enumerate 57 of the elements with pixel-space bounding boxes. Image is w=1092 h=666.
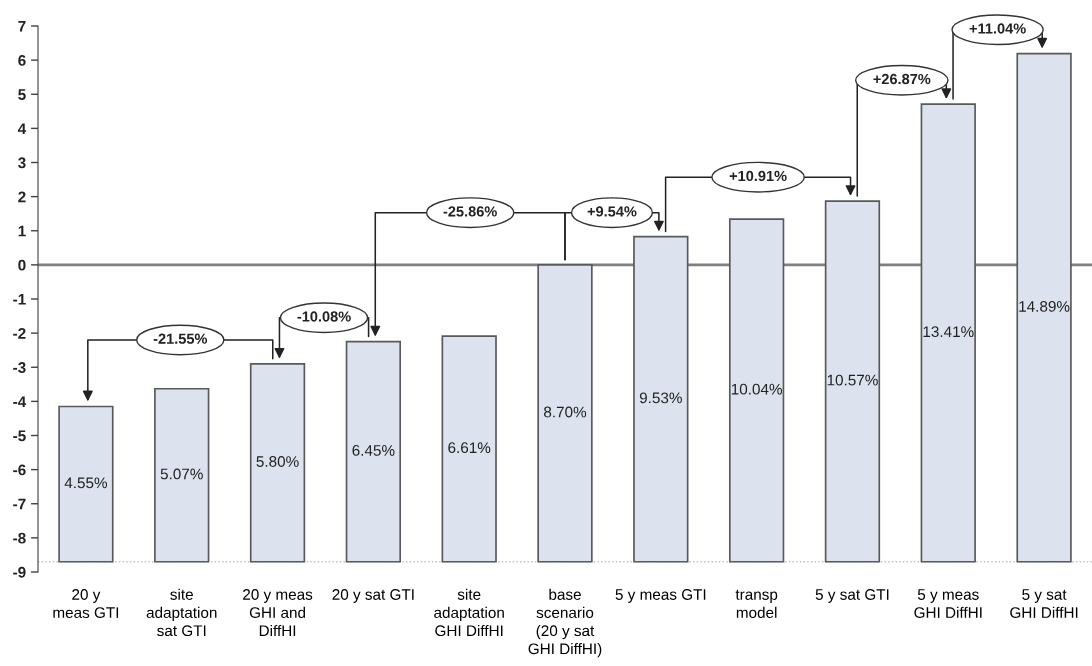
y-tick-label: 3 — [18, 157, 26, 169]
x-tick-label: 5 y sat GTI — [815, 589, 889, 603]
annotation: -21.55% — [153, 333, 208, 344]
x-tick-label: 5 y meas GTI — [615, 589, 706, 603]
annotation: -25.86% — [443, 206, 497, 217]
x-tick-label: base scenario (20 y sat GHI DiffHI) — [528, 588, 602, 658]
annotation: +9.54% — [587, 206, 637, 217]
bar — [154, 387, 210, 563]
y-tick-label: 1 — [18, 225, 26, 237]
bar — [537, 264, 593, 563]
annotation: +11.04% — [969, 23, 1026, 34]
data-label: 14.89% — [1019, 300, 1070, 312]
y-tick-label: -9 — [13, 566, 26, 578]
bar — [633, 235, 689, 563]
data-label: 6.61% — [448, 442, 491, 454]
y-tick-label: 4 — [17, 123, 27, 134]
y-tick-label: 5 — [18, 89, 26, 100]
annotation: +10.91% — [729, 170, 787, 182]
x-tick-label: 5 y meas GHI DiffHI — [914, 589, 982, 619]
bar — [824, 200, 881, 563]
bar — [728, 218, 785, 563]
y-tick-label: 7 — [18, 21, 26, 32]
y-tick-label: -6 — [13, 464, 26, 476]
bar — [249, 363, 306, 563]
data-label: 5.80% — [256, 456, 299, 467]
annotation: +26.87% — [873, 73, 931, 85]
data-label: 13.41% — [923, 326, 974, 338]
annotation: -10.08% — [297, 311, 351, 322]
data-label: 9.53% — [639, 392, 682, 404]
y-tick-label: 0 — [18, 259, 26, 271]
bar — [920, 103, 976, 563]
x-tick-label: 20 y meas GHI and DiffHI — [243, 589, 313, 636]
y-tick-label: -8 — [13, 532, 26, 544]
data-label: 10.04% — [731, 383, 782, 395]
bar — [441, 335, 497, 563]
bar — [58, 405, 114, 563]
x-tick-label: 20 y meas GTI — [53, 589, 119, 619]
data-label: 6.45% — [352, 444, 395, 456]
x-tick-label: site adaptation GHI DiffHI — [434, 588, 504, 637]
y-tick-label: -7 — [13, 498, 26, 510]
data-label: 10.57% — [827, 374, 878, 386]
x-tick-label: 20 y sat GTI — [332, 589, 414, 603]
y-tick-label: 6 — [18, 54, 26, 66]
y-tick-label: 2 — [18, 191, 26, 203]
y-tick-label: -1 — [13, 294, 26, 305]
y-tick-label: -5 — [13, 430, 26, 442]
bar — [345, 340, 402, 563]
x-tick-label: transp model — [735, 589, 778, 619]
data-label: 8.70% — [544, 406, 587, 418]
data-label: 5.07% — [160, 468, 203, 480]
x-tick-label: site adaptation sat GTI — [146, 588, 217, 637]
y-tick-label: -3 — [13, 362, 26, 373]
y-tick-label: -2 — [13, 327, 26, 339]
bar — [1016, 52, 1072, 563]
data-label: 4.55% — [64, 477, 108, 489]
y-tick-label: -4 — [13, 396, 27, 407]
x-tick-label: 5 y sat GHI DiffHI — [1010, 589, 1078, 619]
